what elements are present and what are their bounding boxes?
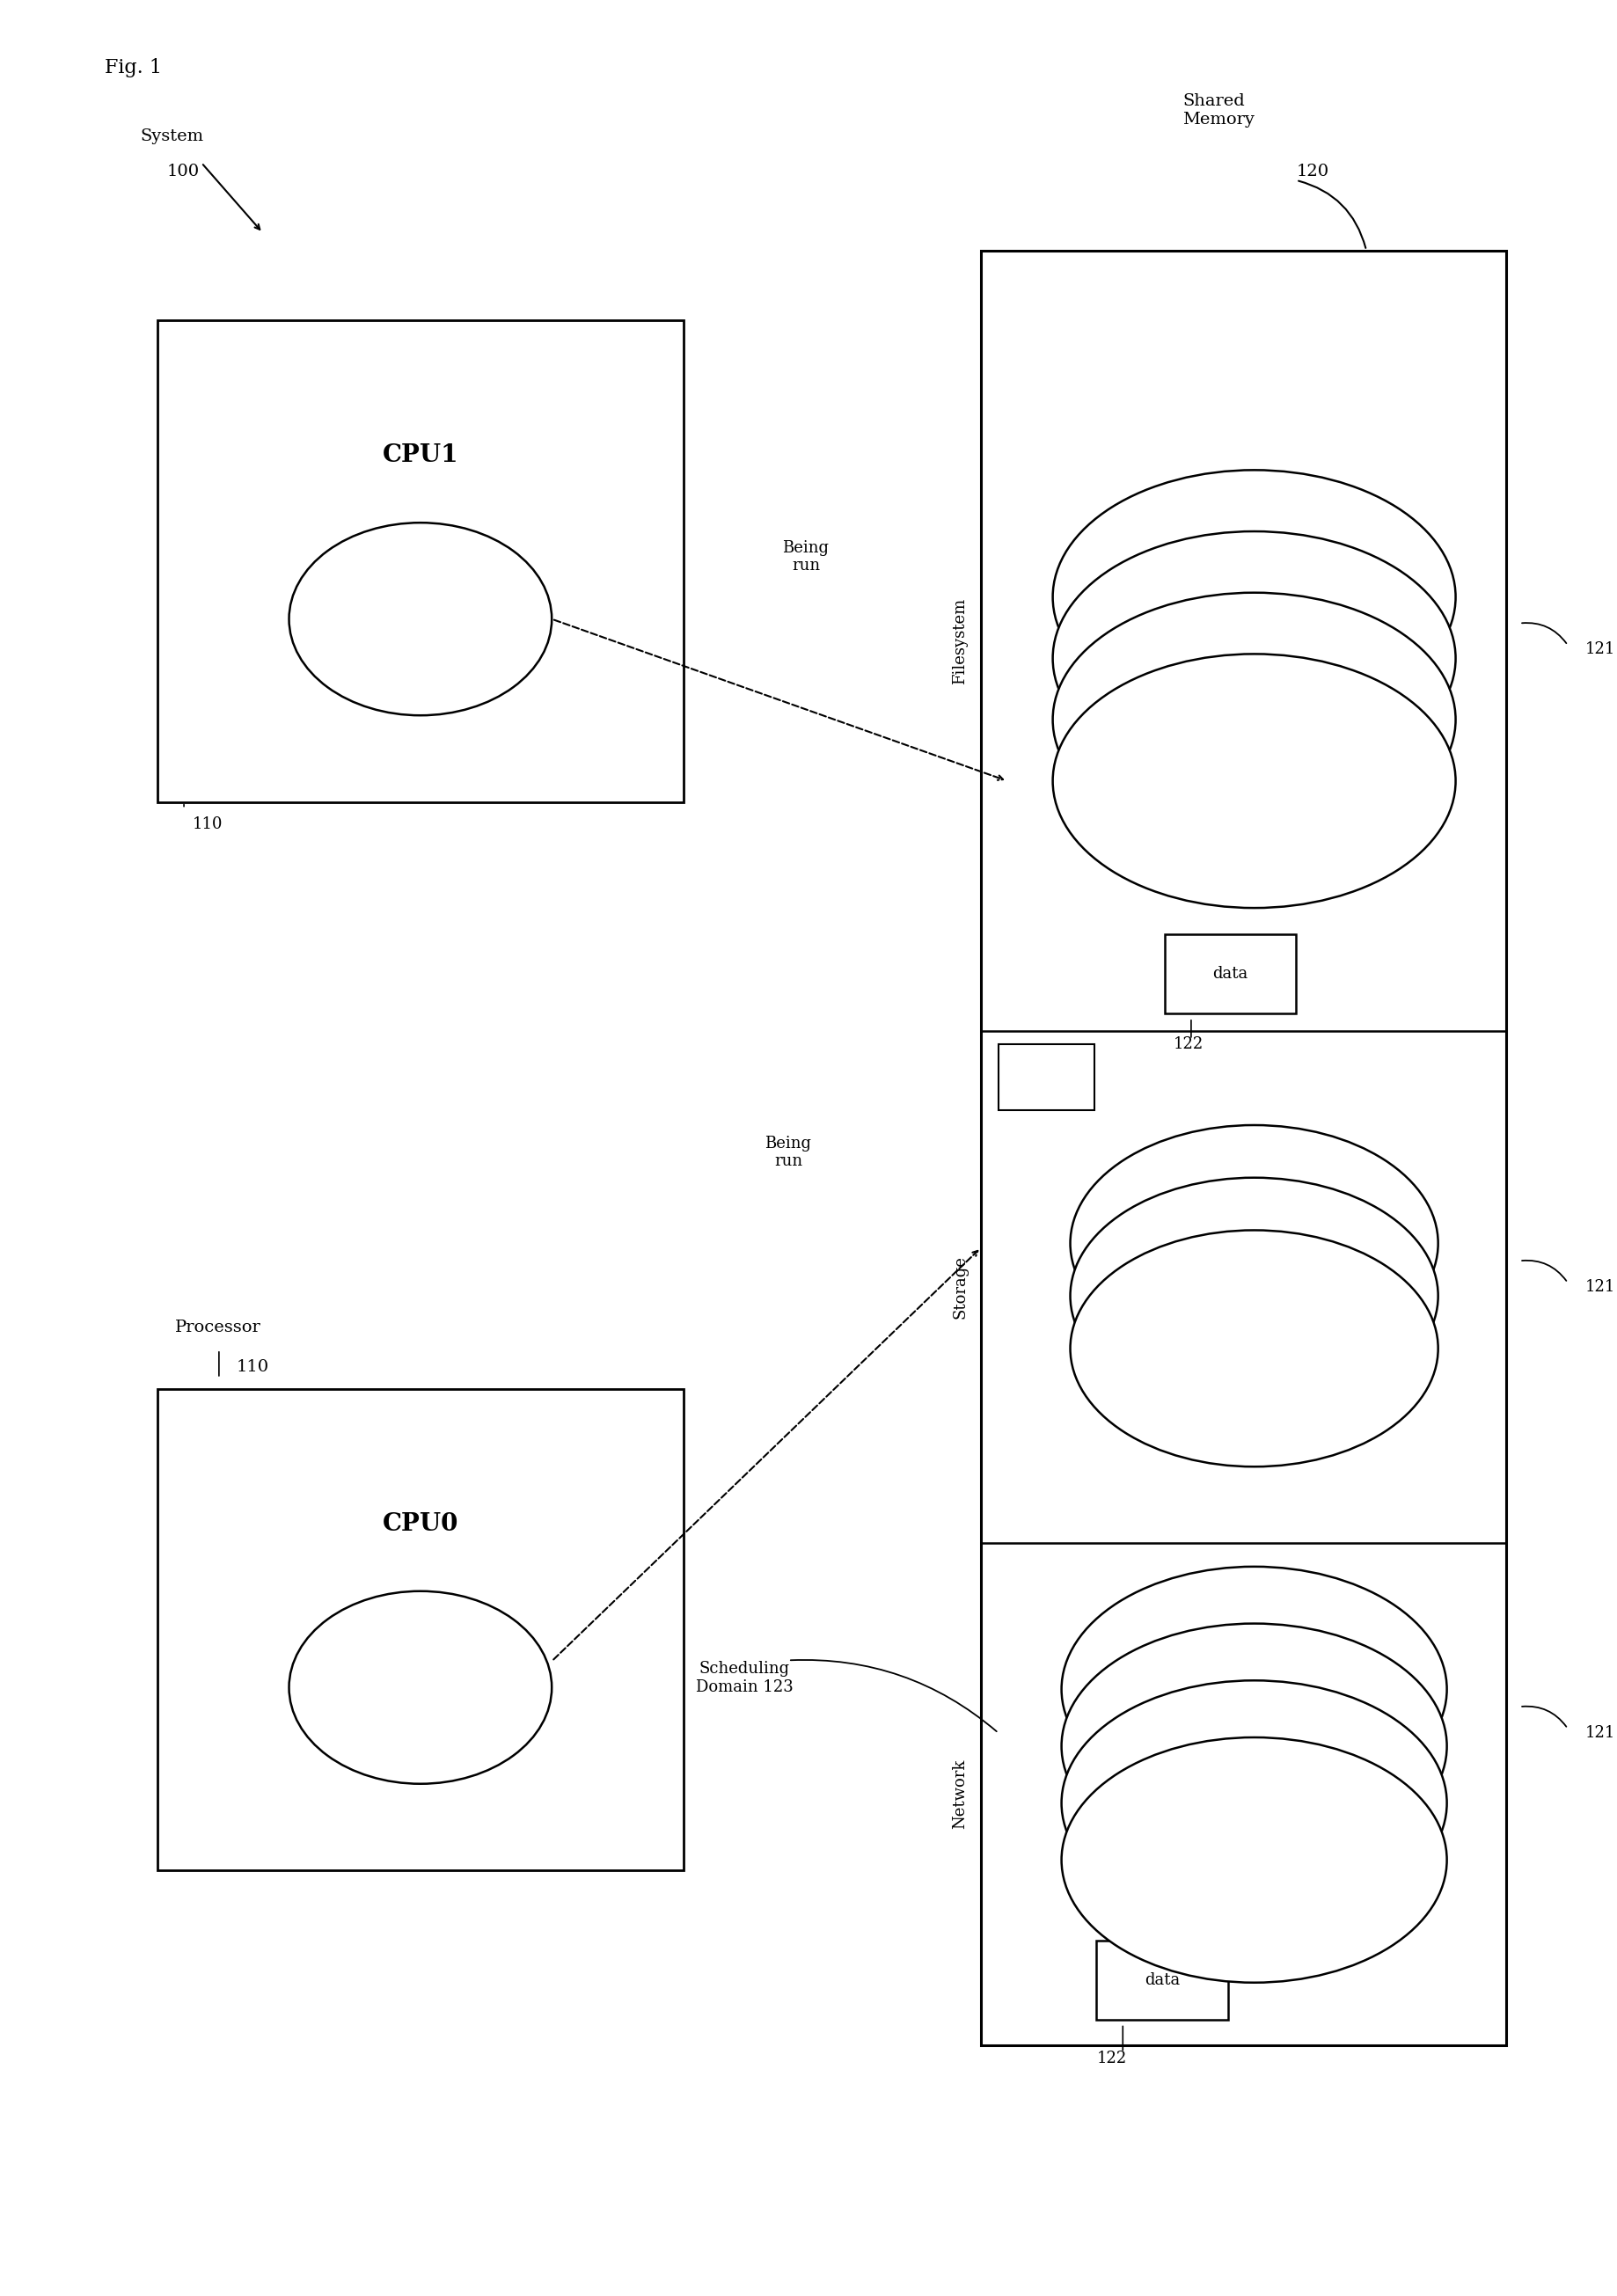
Text: 121: 121 bbox=[1585, 1279, 1615, 1295]
Text: data: data bbox=[1213, 967, 1248, 983]
Ellipse shape bbox=[1053, 654, 1455, 907]
Bar bbox=[998, 1045, 1095, 1111]
Text: Processor: Processor bbox=[175, 1320, 262, 1336]
Bar bbox=[1164, 934, 1297, 1013]
Ellipse shape bbox=[1061, 1623, 1447, 1869]
Text: 122: 122 bbox=[1096, 2050, 1127, 2066]
Text: Being
run: Being run bbox=[783, 540, 830, 574]
Text: System: System bbox=[141, 129, 204, 145]
Text: CPU1: CPU1 bbox=[382, 443, 459, 466]
Text: 121: 121 bbox=[1585, 1724, 1615, 1740]
Text: 120: 120 bbox=[1297, 163, 1329, 179]
Bar bbox=[1096, 1940, 1227, 2020]
Text: 110: 110 bbox=[192, 815, 223, 831]
Text: Shared
Memory: Shared Memory bbox=[1182, 94, 1255, 126]
Bar bbox=[157, 1389, 682, 1871]
Text: Being
run: Being run bbox=[765, 1134, 812, 1169]
Ellipse shape bbox=[1070, 1178, 1438, 1414]
Text: process: process bbox=[1214, 583, 1294, 602]
Ellipse shape bbox=[1061, 1738, 1447, 1984]
Ellipse shape bbox=[1053, 530, 1455, 785]
Text: 100: 100 bbox=[167, 163, 199, 179]
Ellipse shape bbox=[289, 523, 551, 716]
Text: 110: 110 bbox=[236, 1359, 268, 1375]
Text: 122: 122 bbox=[1174, 1035, 1203, 1052]
Bar bbox=[157, 321, 682, 801]
Ellipse shape bbox=[1070, 1231, 1438, 1467]
Ellipse shape bbox=[1061, 1681, 1447, 1926]
Text: Storage: Storage bbox=[952, 1256, 969, 1318]
Ellipse shape bbox=[1070, 1125, 1438, 1362]
Text: Filesystem: Filesystem bbox=[952, 597, 969, 684]
Ellipse shape bbox=[289, 1591, 551, 1784]
Text: Scheduling
Domain 123: Scheduling Domain 123 bbox=[695, 1660, 794, 1694]
Text: data: data bbox=[1145, 1972, 1180, 1988]
Text: Network: Network bbox=[952, 1759, 969, 1830]
Text: CPU0: CPU0 bbox=[382, 1511, 458, 1536]
Text: 121: 121 bbox=[1585, 641, 1615, 657]
Bar bbox=[982, 250, 1507, 2046]
Text: process: process bbox=[1218, 1676, 1290, 1692]
Ellipse shape bbox=[1053, 471, 1455, 723]
Text: Fig. 1: Fig. 1 bbox=[105, 57, 162, 78]
Ellipse shape bbox=[1061, 1566, 1447, 1812]
Ellipse shape bbox=[1053, 592, 1455, 847]
Text: process: process bbox=[1218, 1231, 1290, 1247]
